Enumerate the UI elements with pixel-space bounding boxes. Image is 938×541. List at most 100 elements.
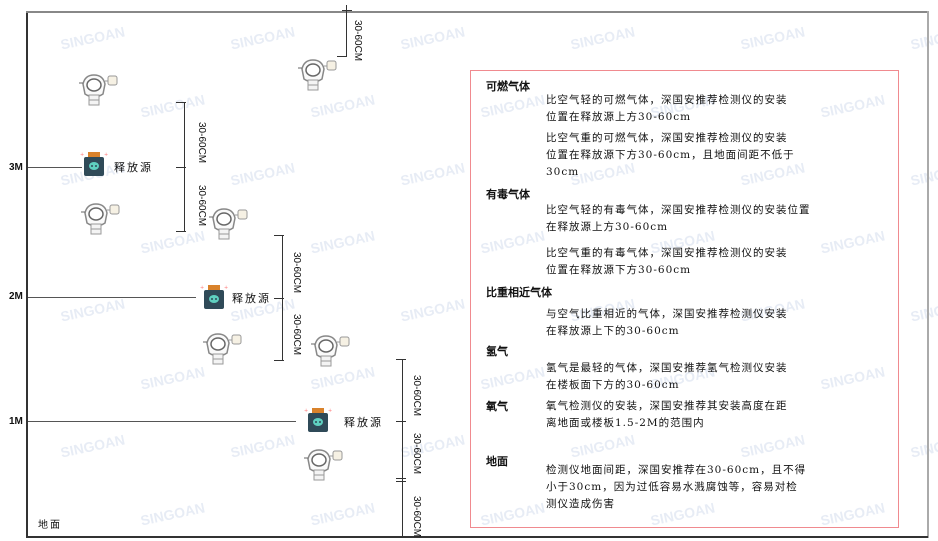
dimension-line — [402, 359, 403, 538]
note-line: 与空气比重相近的气体，深国安推荐检测仪安装 — [546, 308, 788, 320]
note-line: 离地面或楼板1.5-2M的范围内 — [546, 417, 705, 429]
watermark-logo: SINGOAN — [139, 499, 207, 529]
dimension-tick — [396, 481, 406, 482]
release-source-icon: + + — [304, 408, 332, 432]
dimension-line — [346, 5, 347, 57]
dimension-tick — [396, 421, 406, 422]
ground-label: 地面 — [38, 520, 62, 531]
watermark-logo: SINGOAN — [59, 295, 127, 325]
release-source-label: 释放源 — [114, 161, 153, 174]
right-line — [927, 11, 929, 538]
watermark-logo: SINGOAN — [229, 23, 297, 53]
note-line: 比空气重的有毒气体，深国安推荐检测仪的安装 — [546, 247, 788, 259]
dimension-tick — [274, 298, 284, 299]
watermark-logo: SINGOAN — [909, 159, 938, 189]
gas-detector-icon — [79, 74, 118, 106]
note-heading: 有毒气体 — [486, 188, 530, 201]
note-line: 位置在释放源下方30-60cm — [546, 264, 692, 276]
watermark-logo: SINGOAN — [309, 91, 377, 121]
watermark-logo: SINGOAN — [139, 91, 207, 121]
watermark-logo: SINGOAN — [59, 431, 127, 461]
watermark-logo: SINGOAN — [399, 159, 467, 189]
note-heading: 氢气 — [486, 345, 508, 358]
note-line: 小于30cm，因为过低容易水溅腐蚀等，容易对检 — [546, 481, 798, 493]
wall-line — [26, 11, 28, 538]
svg-text:+: + — [200, 285, 204, 291]
release-source-label: 释放源 — [344, 416, 383, 429]
ceiling-line — [26, 11, 928, 13]
svg-text:+: + — [304, 408, 308, 414]
gas-detector-icon — [304, 449, 343, 481]
dimension-tick — [176, 167, 186, 168]
note-line: 位置在释放源上方30-60cm — [546, 111, 692, 123]
dimension-tick — [274, 235, 284, 236]
dimension-tick — [396, 478, 406, 479]
watermark-logo: SINGOAN — [399, 295, 467, 325]
gas-detector-icon — [203, 333, 242, 365]
release-source-label: 释放源 — [232, 292, 271, 305]
note-line: 在楼板面下方的30-60cm — [546, 379, 680, 391]
dimension-label: 30-60CM — [411, 496, 422, 538]
dimension-label: 30-60CM — [352, 20, 363, 62]
dimension-tick — [337, 56, 347, 57]
watermark-logo: SINGOAN — [909, 431, 938, 461]
note-heading: 可燃气体 — [486, 80, 530, 93]
dimension-tick — [274, 360, 284, 361]
dimension-label: 30-60CM — [411, 433, 422, 475]
level-1m-line — [28, 421, 296, 422]
svg-text:+: + — [328, 408, 332, 414]
note-line: 在释放源上下的30-60cm — [546, 325, 680, 337]
gas-detector-icon — [311, 335, 350, 367]
watermark-logo: SINGOAN — [399, 23, 467, 53]
note-heading: 比重相近气体 — [486, 286, 552, 299]
note-line: 比空气轻的有毒气体，深国安推荐检测仪的安装位置 — [546, 204, 811, 216]
dimension-label: 30-60CM — [291, 314, 302, 356]
watermark-logo: SINGOAN — [139, 363, 207, 393]
note-line: 比空气重的可燃气体，深国安推荐检测仪的安装 — [546, 132, 788, 144]
gas-detector-icon — [298, 59, 337, 91]
dimension-label: 30-60CM — [411, 375, 422, 417]
dimension-label: 30-60CM — [291, 252, 302, 294]
watermark-logo: SINGOAN — [139, 227, 207, 257]
note-heading: 氧气 — [486, 400, 508, 413]
watermark-logo: SINGOAN — [739, 23, 807, 53]
note-line: 位置在释放源下方30-60cm，且地面间距不低于 — [546, 149, 795, 161]
dimension-tick — [396, 359, 406, 360]
level-3m-label: 3M — [9, 162, 23, 173]
watermark-logo: SINGOAN — [59, 23, 127, 53]
watermark-logo: SINGOAN — [309, 227, 377, 257]
dimension-label: 30-60CM — [196, 185, 207, 227]
dimension-tick — [176, 102, 186, 103]
watermark-logo: SINGOAN — [229, 431, 297, 461]
svg-text:+: + — [224, 285, 228, 291]
note-line: 测仪造成伤害 — [546, 498, 615, 510]
level-3m-line — [28, 167, 82, 168]
watermark-logo: SINGOAN — [309, 499, 377, 529]
level-2m-label: 2M — [9, 291, 23, 302]
note-line: 检测仪地面间距，深国安推荐在30-60cm，且不得 — [546, 464, 807, 476]
notes-panel — [470, 70, 899, 528]
note-line: 氧气检测仪的安装，深国安推荐其安装高度在距 — [546, 400, 788, 412]
watermark-logo: SINGOAN — [309, 363, 377, 393]
watermark-logo: SINGOAN — [909, 295, 938, 325]
svg-text:+: + — [80, 152, 84, 158]
dimension-tick — [176, 231, 186, 232]
gas-detector-icon — [209, 208, 248, 240]
release-source-icon: + + — [80, 152, 108, 176]
watermark-logo: SINGOAN — [569, 23, 637, 53]
gas-detector-icon — [81, 203, 120, 235]
watermark-logo: SINGOAN — [399, 431, 467, 461]
note-heading: 地面 — [486, 455, 508, 468]
level-2m-line — [28, 297, 196, 298]
note-line: 氢气是最轻的气体，深国安推荐氢气检测仪安装 — [546, 362, 788, 374]
floor-line — [26, 536, 928, 538]
watermark-logo: SINGOAN — [229, 159, 297, 189]
note-line: 30cm — [546, 166, 580, 178]
watermark-logo: SINGOAN — [909, 23, 938, 53]
level-1m-label: 1M — [9, 416, 23, 427]
svg-text:+: + — [104, 152, 108, 158]
dimension-label: 30-60CM — [196, 122, 207, 164]
note-line: 在释放源上方30-60cm — [546, 221, 669, 233]
note-line: 比空气轻的可燃气体，深国安推荐检测仪的安装 — [546, 94, 788, 106]
dimension-tick — [342, 10, 352, 11]
